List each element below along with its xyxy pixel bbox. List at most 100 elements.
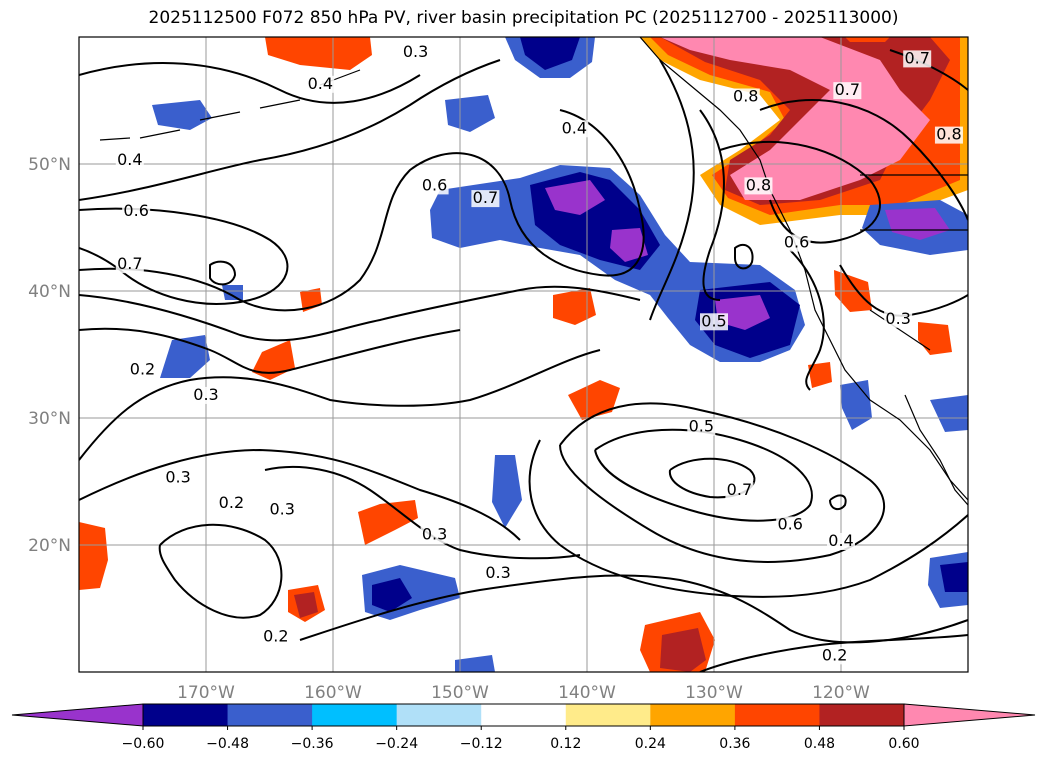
negative-anomaly-blob	[372, 578, 412, 612]
colorbar-tick-label: −0.24	[375, 736, 418, 752]
contour-label: 0.2	[130, 360, 155, 379]
pv-contour-line	[264, 465, 581, 560]
contour-label-bg	[934, 126, 963, 144]
positive-anomaly-blob	[568, 380, 620, 420]
negative-anomaly-blob	[445, 95, 495, 132]
contour-label: 0.8	[936, 125, 961, 144]
contour-label-bg	[420, 177, 449, 195]
colorbar-tick-label: 0.24	[635, 736, 666, 752]
pv-contour-line	[759, 99, 968, 221]
colorbar-tick-label: −0.48	[206, 736, 249, 752]
contour-label-bg	[731, 88, 760, 106]
contour-label-bg	[420, 526, 449, 544]
colorbar-frame	[142, 703, 905, 727]
lon-tick-label: 160°W	[304, 683, 362, 703]
contour-label-bg	[217, 494, 246, 512]
contour-label-bg	[115, 256, 144, 274]
coastline	[99, 69, 361, 141]
colorbar-tick-label: −0.12	[460, 736, 503, 752]
contour-label-bg	[820, 647, 849, 665]
positive-anomaly-blob	[294, 592, 318, 618]
colorbar-segment	[650, 704, 736, 726]
contour-label-bg	[401, 44, 430, 62]
contour-label-bg	[115, 152, 144, 169]
negative-anomaly-blob	[715, 295, 770, 330]
contour-label: 0.3	[193, 385, 218, 404]
lat-tick-label: 50°N	[28, 155, 71, 175]
contour-label-bg	[261, 628, 290, 646]
contour-label: 0.8	[746, 175, 771, 194]
positive-anomaly-blob	[845, 37, 890, 42]
contour-label: 0.3	[403, 42, 428, 61]
colorbar-tick-label: 0.60	[888, 736, 919, 752]
pv-contour-line	[79, 349, 601, 461]
contour-label: 0.7	[835, 80, 860, 99]
colorbar-segment	[143, 704, 229, 726]
contour-label: 0.7	[904, 48, 929, 67]
lat-tick-label: 20°N	[28, 536, 71, 556]
contour-label-bg	[560, 120, 589, 138]
contour-label-bg	[687, 418, 716, 436]
contour-label-bg	[744, 177, 773, 195]
contour-label: 0.4	[308, 74, 333, 93]
colorbar-tick-label: −0.60	[122, 736, 165, 752]
colorbar-tick-label: 0.12	[550, 736, 581, 752]
pv-contour-line	[79, 62, 421, 104]
chart-title: 2025112500 F072 850 hPa PV, river basin …	[148, 8, 899, 28]
lon-tick-label: 130°W	[685, 683, 743, 703]
pv-contour-line	[559, 402, 886, 563]
contour-label-bg	[903, 50, 932, 68]
contour-label: 0.6	[777, 514, 802, 533]
pv-contour-line	[594, 428, 813, 522]
map-frame	[78, 36, 969, 673]
contour-label: 0.3	[885, 309, 910, 328]
contour-label: 0.2	[822, 645, 847, 664]
contour-label-bg	[884, 310, 913, 328]
negative-anomaly-blob	[545, 180, 605, 215]
contour-label: 0.6	[784, 233, 809, 252]
positive-anomaly-blob	[660, 628, 706, 672]
latitude-tick-labels: 50°N 40°N 30°N 20°N	[28, 155, 71, 556]
pv-contour-line	[79, 327, 461, 374]
pv-contour-line	[889, 49, 968, 91]
contour-label-bg	[122, 202, 151, 220]
contour-label: 0.4	[117, 150, 142, 169]
lon-tick-label: 170°W	[177, 683, 235, 703]
lat-tick-label: 30°N	[28, 409, 71, 429]
contour-label-bg	[725, 482, 754, 500]
positive-anomaly-blob	[265, 37, 372, 70]
contour-label-bg	[128, 361, 157, 379]
contour-label: 0.4	[828, 531, 853, 550]
pv-contour-line	[299, 574, 968, 644]
colorbar-segment	[734, 704, 820, 726]
negative-anomaly-blob	[930, 395, 968, 432]
colorbar-tick-label: −0.36	[291, 736, 334, 752]
pv-contour-line	[79, 285, 641, 342]
contour-label-bg	[833, 82, 862, 100]
coastline	[639, 37, 968, 501]
colorbar-segment	[565, 704, 651, 726]
positive-anomaly-blob	[808, 362, 832, 388]
positive-anomaly-blob	[918, 322, 952, 355]
contour-label: 0.3	[269, 499, 294, 518]
colorbar-extend-high	[903, 703, 1036, 727]
contour-label: 0.6	[422, 175, 447, 194]
colorbar-tick-label: 0.48	[804, 736, 835, 752]
colorbar-segment	[396, 704, 482, 726]
pv-contour-line	[158, 523, 283, 619]
lon-tick-label: 150°W	[431, 683, 489, 703]
colorbar-extend-low	[11, 703, 144, 727]
lon-tick-label: 120°W	[812, 683, 870, 703]
pv-contours	[79, 49, 968, 672]
colorbar-segment	[819, 704, 905, 726]
pv-contour-line	[79, 448, 521, 541]
contour-label: 0.3	[485, 563, 510, 582]
contour-label: 0.2	[219, 493, 244, 512]
contour-label: 0.8	[733, 87, 758, 106]
coastline	[904, 394, 968, 506]
coastlines	[99, 37, 968, 506]
contour-label: 0.5	[701, 311, 726, 330]
positive-anomaly-blob	[660, 37, 930, 200]
negative-anomaly-blob	[610, 228, 648, 262]
